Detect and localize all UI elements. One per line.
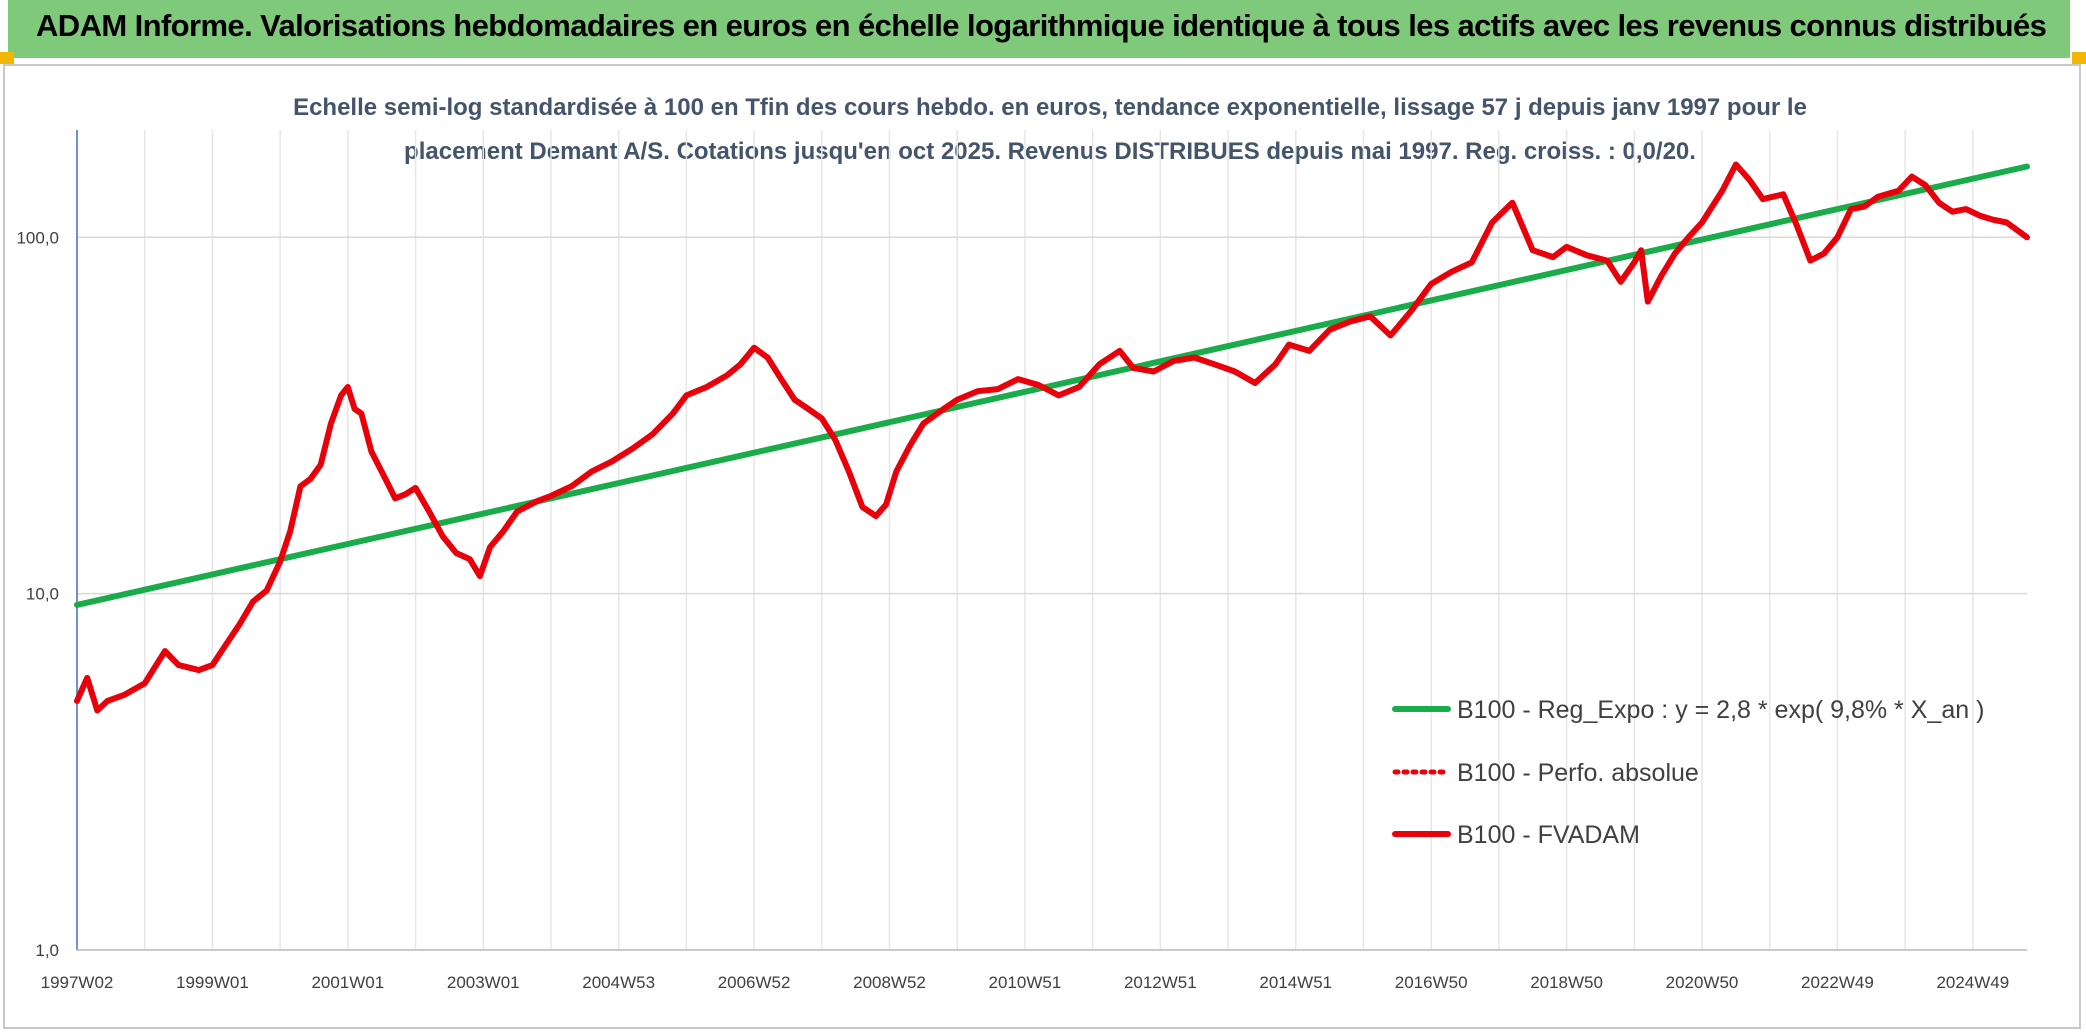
y-tick-label: 10,0 xyxy=(26,585,59,604)
chart-title-line-1: Echelle semi-log standardisée à 100 en T… xyxy=(293,94,1807,121)
x-tick-label: 1999W01 xyxy=(176,973,249,992)
axes xyxy=(76,130,2027,951)
header-bar: ADAM Informe. Valorisations hebdomadaire… xyxy=(8,0,2070,58)
x-tick-label: 2004W53 xyxy=(582,973,655,992)
x-tick-label: 2024W49 xyxy=(1936,973,2009,992)
x-tick-label: 2006W52 xyxy=(718,973,791,992)
series-layer xyxy=(74,161,2030,714)
legend-label: B100 - Perfo. absolue xyxy=(1457,759,1699,787)
legend: B100 - Reg_Expo : y = 2,8 * exp( 9,8% * … xyxy=(1392,696,1984,849)
x-tick-label: 2018W50 xyxy=(1530,973,1603,992)
x-tick-label: 2003W01 xyxy=(447,973,520,992)
corner-accent-right xyxy=(2072,52,2086,64)
regression-line xyxy=(74,163,2030,608)
corner-accent-left xyxy=(0,52,14,64)
horizontal-gridlines xyxy=(77,236,2027,951)
x-tick-label: 2001W01 xyxy=(311,973,384,992)
fvadam-line xyxy=(74,161,2030,714)
legend-label: B100 - Reg_Expo : y = 2,8 * exp( 9,8% * … xyxy=(1457,696,1984,724)
x-tick-label: 2012W51 xyxy=(1124,973,1197,992)
y-tick-label: 100,0 xyxy=(16,228,59,247)
x-tick-label: 2022W49 xyxy=(1801,973,1874,992)
y-tick-label: 1,0 xyxy=(35,941,59,960)
x-tick-label: 2010W51 xyxy=(989,973,1062,992)
x-tick-label: 2020W50 xyxy=(1666,973,1739,992)
x-tick-label: 2014W51 xyxy=(1259,973,1332,992)
legend-label: B100 - FVADAM xyxy=(1457,821,1640,849)
x-tick-label: 2016W50 xyxy=(1395,973,1468,992)
chart-frame xyxy=(3,64,2081,1029)
x-tick-label: 1997W02 xyxy=(41,973,114,992)
tick-labels: 1997W02 1999W01 2001W01 2003W01 2004W53 2006W… xyxy=(16,228,2009,992)
x-tick-label: 2008W52 xyxy=(853,973,926,992)
page-title: ADAM Informe. Valorisations hebdomadaire… xyxy=(36,8,2047,43)
